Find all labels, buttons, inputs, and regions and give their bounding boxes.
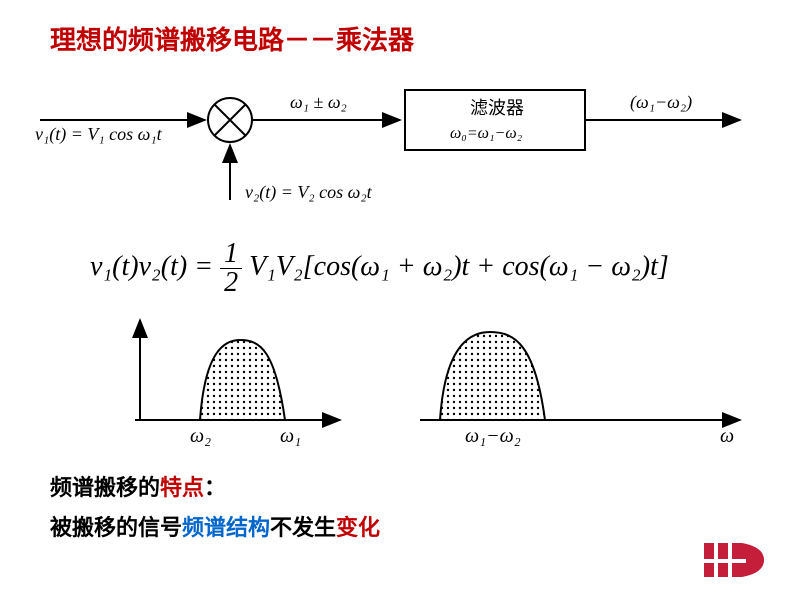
circuit-svg: v₁(t) = V₁ cos ω₁t v₂(t) = V₂ cos ω₂t ω₁… (30, 70, 750, 210)
output-label: (ω₁−ω₂) (630, 92, 692, 113)
input1-label: v₁(t) = V₁ cos ω₁t (35, 124, 163, 145)
title-text: 理想的频谱搬移电路－－乘法器 (50, 25, 414, 55)
publisher-logo (700, 535, 770, 585)
frac-bot: 2 (220, 269, 242, 297)
filter-title: 滤波器 (470, 98, 524, 118)
footer-line-1: 频谱搬移的特点： (50, 470, 226, 502)
frac-top: 1 (220, 240, 242, 269)
right-chart: ω₁−ω₂ ω (420, 332, 740, 447)
footer-line-2: 被搬移的信号频谱结构不发生变化 (50, 510, 380, 542)
page-title: 理想的频谱搬移电路－－乘法器 (50, 20, 414, 57)
mid-label: ω₁ ± ω₂ (290, 92, 347, 112)
left-label-w2: ω₂ (190, 425, 211, 447)
right-label-diff: ω₁−ω₂ (465, 425, 521, 447)
left-spectrum (200, 340, 285, 420)
eq-lhs: v₁(t)v₂(t) = (90, 251, 220, 282)
spectrum-charts: ω₂ ω₁ ω₁−ω₂ ω (80, 310, 760, 450)
filter-sub: ω₀=ω₁−ω₂ (450, 125, 523, 142)
eq-rhs: V₁V₂[cos(ω₁ + ω₂)t + cos(ω₁ − ω₂)t] (249, 251, 669, 282)
right-spectrum (440, 332, 545, 420)
eq-fraction: 1 2 (220, 240, 242, 297)
charts-svg: ω₂ ω₁ ω₁−ω₂ ω (80, 310, 760, 460)
product-equation: v₁(t)v₂(t) = 1 2 V₁V₂[cos(ω₁ + ω₂)t + co… (90, 240, 669, 297)
input2-label: v₂(t) = V₂ cos ω₂t (245, 182, 373, 203)
left-chart: ω₂ ω₁ (135, 320, 340, 447)
circuit-diagram: v₁(t) = V₁ cos ω₁t v₂(t) = V₂ cos ω₂t ω₁… (30, 70, 750, 190)
right-label-w: ω (720, 425, 734, 447)
left-label-w1: ω₁ (280, 425, 301, 447)
